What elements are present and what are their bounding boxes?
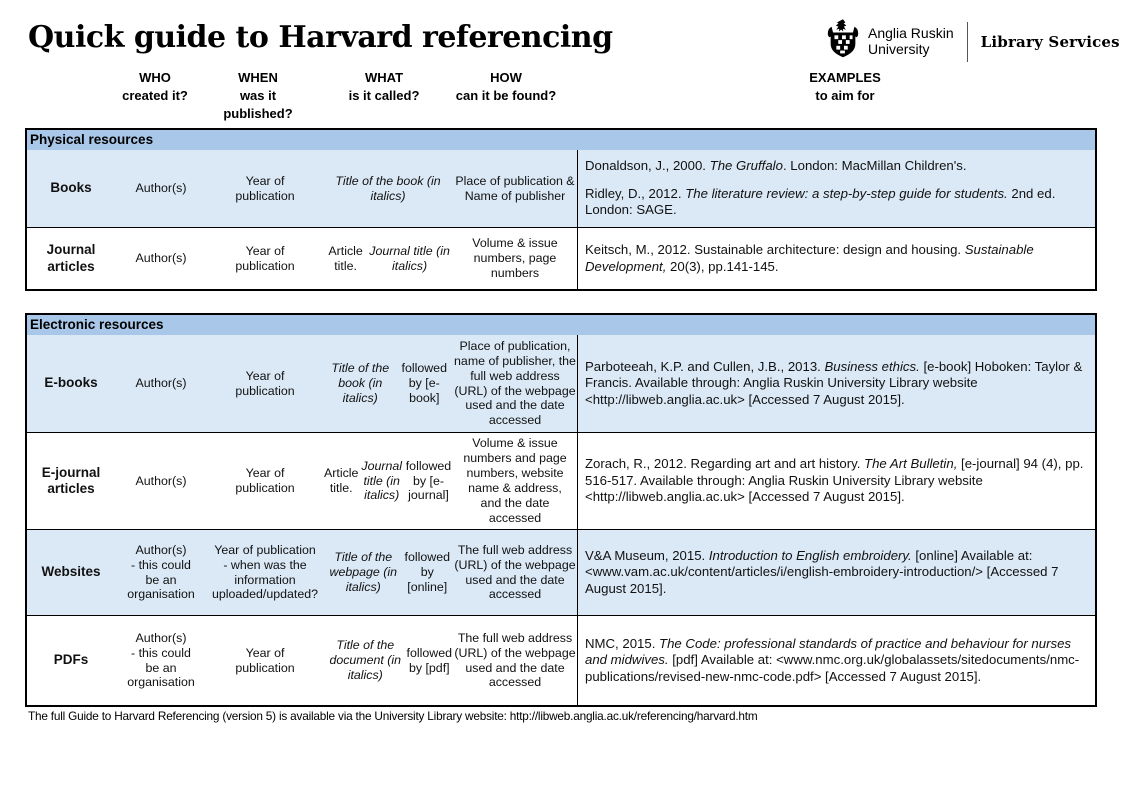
table-row-pdfs: PDFs Author(s) - this could be an organi… [27, 615, 1095, 705]
cell-when: Year of publication [235, 645, 295, 675]
cell-who: Author(s) [135, 181, 187, 196]
cell-what: Title of the book (in italics) [335, 173, 441, 203]
library-services-label: Library Services [980, 33, 1120, 51]
table-row-websites: Websites Author(s) - this could be an or… [27, 529, 1095, 615]
row-label: E-journal articles [41, 464, 101, 496]
row-label: E-books [44, 375, 98, 391]
cell-how: The full web address (URL) of the webpag… [454, 630, 576, 690]
electronic-resources-table: Electronic resources E-books Author(s) Y… [25, 313, 1097, 707]
cell-who: Author(s) [135, 473, 187, 488]
cell-when: Year of publication [235, 368, 295, 398]
column-header-who: WHO created it? [122, 70, 188, 104]
cell-examples: Keitsch, M., 2012. Sustainable architect… [577, 228, 1095, 289]
example-citation: Zorach, R., 2012. Regarding art and art … [585, 456, 1084, 505]
column-header-when: WHEN was it published? [223, 70, 293, 122]
table-row-journal-articles: Journal articles Author(s) Year of publi… [27, 227, 1095, 289]
cell-who: Author(s) - this could be an organisatio… [127, 542, 195, 602]
example-citation: Ridley, D., 2012. The literature review:… [585, 185, 1056, 218]
cell-who: Author(s) [135, 376, 187, 391]
row-label: Journal articles [46, 242, 96, 274]
example-citation: Parboteeah, K.P. and Cullen, J.B., 2013.… [585, 358, 1083, 407]
example-citation: Donaldson, J., 2000. The Gruffalo. Londo… [585, 158, 967, 174]
row-label: PDFs [53, 652, 89, 668]
footer-note: The full Guide to Harvard Referencing (v… [28, 709, 758, 723]
column-header-examples: EXAMPLES to aim for [809, 70, 881, 104]
cell-examples: Donaldson, J., 2000. The Gruffalo. Londo… [577, 150, 1095, 227]
cell-how: The full web address (URL) of the webpag… [454, 542, 576, 602]
cell-how: Place of publication, name of publisher,… [454, 338, 576, 428]
example-citation: NMC, 2015. The Code: professional standa… [585, 635, 1080, 684]
cell-when: Year of publication [235, 466, 295, 495]
cell-how: Place of publication & Name of publisher [455, 173, 575, 203]
university-name: Anglia Ruskin University [868, 25, 954, 57]
university-logo: Anglia Ruskin University Library Service… [824, 18, 1120, 66]
section-header-physical: Physical resources [27, 130, 1095, 150]
table-row-ejournal-articles: E-journal articles Author(s) Year of pub… [27, 432, 1095, 529]
cell-how: Volume & issue numbers and page numbers,… [463, 436, 567, 525]
cell-what: Article title. Journal title (in italics… [324, 458, 452, 503]
cell-what: Title of the webpage (in italics) follow… [329, 550, 450, 594]
cell-when: Year of publication - when was the infor… [211, 542, 319, 602]
logo-divider [966, 22, 968, 62]
cell-what: Title of the book (in italics) followed … [331, 361, 447, 405]
cell-when: Year of publication [235, 173, 295, 203]
column-header-how: HOW can it be found? [455, 70, 557, 104]
cell-what: Article title. Journal title (in italics… [328, 243, 450, 273]
cell-examples: Zorach, R., 2012. Regarding art and art … [577, 433, 1095, 529]
cell-what: Title of the document (in italics) follo… [329, 638, 452, 682]
example-citation: Keitsch, M., 2012. Sustainable architect… [585, 241, 1034, 274]
physical-resources-table: Physical resources Books Author(s) Year … [25, 128, 1097, 291]
column-header-what: WHAT is it called? [348, 70, 420, 104]
row-label: Websites [41, 564, 101, 580]
cell-examples: NMC, 2015. The Code: professional standa… [577, 616, 1095, 705]
row-label: Books [50, 180, 92, 196]
table-row-books: Books Author(s) Year of publication Titl… [27, 150, 1095, 227]
cell-examples: Parboteeah, K.P. and Cullen, J.B., 2013.… [577, 335, 1095, 432]
cell-when: Year of publication [235, 243, 295, 273]
page-title: Quick guide to Harvard referencing [28, 20, 613, 55]
table-row-ebooks: E-books Author(s) Year of publication Ti… [27, 335, 1095, 432]
cell-examples: V&A Museum, 2015. Introduction to Englis… [577, 530, 1095, 615]
section-header-electronic: Electronic resources [27, 315, 1095, 335]
cell-who: Author(s) - this could be an organisatio… [127, 630, 195, 690]
example-citation: V&A Museum, 2015. Introduction to Englis… [585, 547, 1059, 596]
anglia-ruskin-crest-icon [827, 19, 859, 58]
cell-how: Volume & issue numbers, page numbers [472, 236, 558, 280]
cell-who: Author(s) [135, 251, 187, 266]
